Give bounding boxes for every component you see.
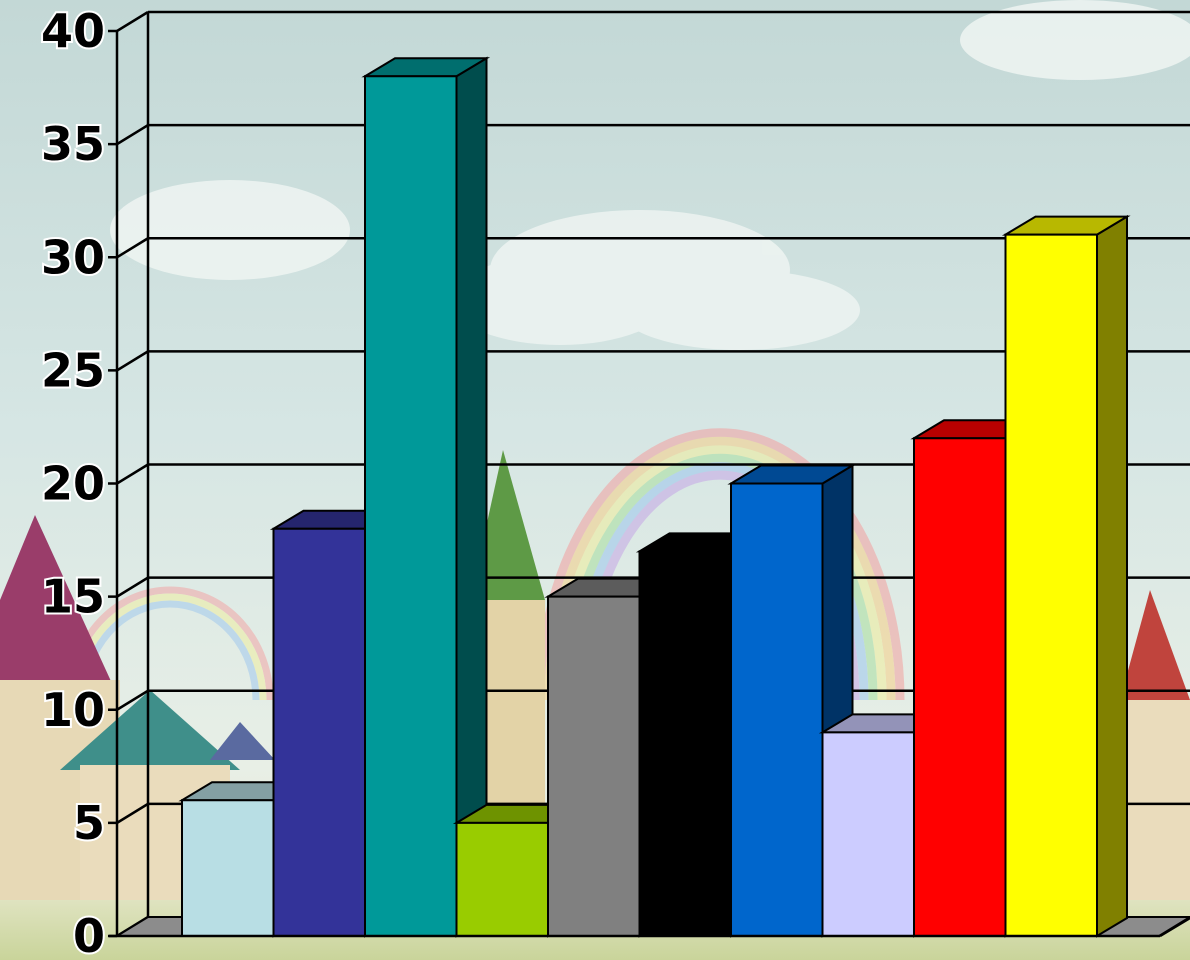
y-tick-label: 15 xyxy=(41,570,105,624)
y-tick-label: 20 xyxy=(41,457,105,511)
bar-front xyxy=(365,76,457,936)
bar-side xyxy=(457,58,487,936)
y-tick-label: 40 xyxy=(41,4,105,58)
bar-front xyxy=(1006,235,1098,936)
bar-front xyxy=(274,529,366,936)
bar-front xyxy=(823,732,915,936)
bar-front xyxy=(548,597,640,936)
y-tick-label: 30 xyxy=(41,230,105,284)
y-tick-label: 10 xyxy=(41,683,105,737)
bar-front xyxy=(182,800,274,936)
bar-front xyxy=(731,484,823,937)
bar xyxy=(365,58,487,936)
bar-front xyxy=(457,823,549,936)
bar-front xyxy=(914,438,1006,936)
bar-side xyxy=(1097,217,1127,936)
y-tick-label: 0 xyxy=(73,909,105,960)
y-tick-label: 35 xyxy=(41,117,105,171)
bar-front xyxy=(640,551,732,936)
y-tick-label: 25 xyxy=(41,343,105,397)
bar xyxy=(1006,217,1128,936)
y-tick-label: 5 xyxy=(73,796,105,850)
